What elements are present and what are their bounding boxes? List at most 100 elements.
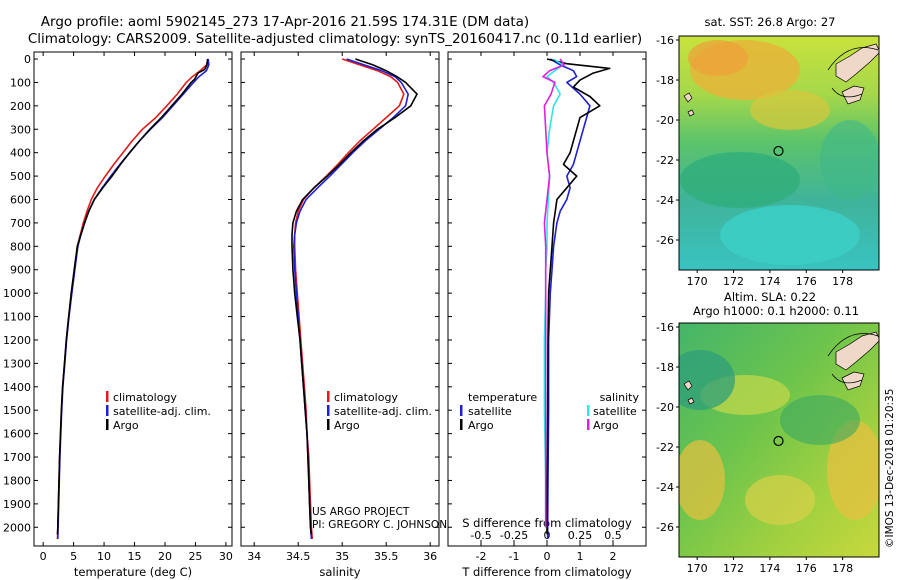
series-line-argo bbox=[291, 58, 418, 535]
y-tick-label: 1100 bbox=[3, 311, 31, 324]
x-tick-label: 20 bbox=[158, 550, 172, 563]
sst-cool-patch bbox=[680, 152, 800, 208]
y-tick-label: 0 bbox=[24, 53, 31, 66]
x-tick-label: -2 bbox=[476, 550, 487, 563]
x-tick-label: 30 bbox=[219, 550, 233, 563]
title-line1: Argo profile: aoml 5902145_273 17-Apr-20… bbox=[41, 14, 529, 30]
plot-frame bbox=[33, 51, 233, 547]
island-outline bbox=[687, 397, 695, 405]
legend-s-satellite: satellite bbox=[593, 405, 637, 418]
x-tick-label: 5 bbox=[70, 550, 77, 563]
y-tick-label: 600 bbox=[10, 193, 31, 206]
island-outline bbox=[835, 331, 879, 371]
legend-t-satellite: satellite bbox=[468, 405, 512, 418]
map-x-tick-label: 176 bbox=[796, 275, 817, 288]
y-tick-label: 1000 bbox=[3, 287, 31, 300]
map-y-tick-label: -20 bbox=[656, 401, 674, 414]
sla-low-patch bbox=[780, 395, 860, 445]
map-y-tick-label: -18 bbox=[656, 74, 674, 87]
y-tick-label: 800 bbox=[10, 240, 31, 253]
map-x-tick-label: 170 bbox=[687, 275, 708, 288]
credit-line2: PI: GREGORY C. JOHNSON bbox=[312, 519, 447, 531]
sst-argo-marker bbox=[773, 145, 784, 157]
x2-tick-label: 0.5 bbox=[604, 529, 622, 542]
y-tick-label: 400 bbox=[10, 147, 31, 160]
map-y-tick-label: -26 bbox=[656, 521, 674, 534]
island-outline bbox=[835, 43, 879, 83]
x2-tick-label: 0.25 bbox=[568, 529, 593, 542]
sla-high-patch bbox=[679, 440, 725, 520]
legend-t-argo: Argo bbox=[468, 419, 494, 432]
y-tick-label: 1600 bbox=[3, 428, 31, 441]
y-tick-label: 100 bbox=[10, 76, 31, 89]
legend-argo: Argo bbox=[113, 419, 139, 432]
y-tick-label: 2000 bbox=[3, 521, 31, 534]
x-axis-label: T difference from climatology bbox=[461, 565, 632, 579]
map-x-tick-label: 176 bbox=[796, 562, 817, 575]
legend-climatology: climatology bbox=[334, 391, 398, 404]
x-tick-label: 25 bbox=[188, 550, 202, 563]
map-x-tick-label: 178 bbox=[832, 562, 853, 575]
legend-climatology: climatology bbox=[113, 391, 177, 404]
map-y-tick-label: -24 bbox=[656, 481, 674, 494]
sst-cool-patch bbox=[820, 120, 879, 200]
legend-swatch-argo bbox=[106, 419, 109, 430]
legend-title-temperature: temperature bbox=[468, 391, 537, 404]
legend-swatch-t-argo bbox=[460, 419, 463, 430]
x-tick-label: 0 bbox=[40, 550, 47, 563]
legend-swatch-t-satellite bbox=[460, 405, 463, 416]
map-y-tick-label: -26 bbox=[656, 234, 674, 247]
x-tick-label: 34.5 bbox=[286, 550, 311, 563]
x-axis-label: temperature (deg C) bbox=[74, 565, 192, 579]
legend-argo: Argo bbox=[334, 419, 360, 432]
legend-title-salinity: salinity bbox=[600, 391, 640, 404]
series-line-s-argo bbox=[542, 58, 565, 528]
temperature-plot: 0100200300400500600700800900100011001200… bbox=[3, 51, 233, 579]
legend-swatch-climatology bbox=[327, 391, 330, 402]
sst-warm-patch bbox=[750, 90, 830, 130]
sla-map-subtitle: Argo h1000: 0.1 h2000: 0.11 bbox=[693, 304, 859, 318]
series-line-t-argo bbox=[546, 58, 611, 535]
y-tick-label: 1700 bbox=[3, 451, 31, 464]
difference-legend: temperature satellite Argo salinity sate… bbox=[460, 391, 639, 432]
sst-map-title: sat. SST: 26.8 Argo: 27 bbox=[705, 15, 836, 29]
x-tick-label: 35 bbox=[335, 550, 349, 563]
sla-low-patch bbox=[679, 350, 735, 410]
legend-swatch-argo bbox=[327, 419, 330, 430]
y-tick-label: 900 bbox=[10, 264, 31, 277]
sla-map: Altim. SLA: 0.22 Argo h1000: 0.1 h2000: … bbox=[656, 290, 880, 575]
salinity-plot: 34 34.5 35 35.5 36 salinity bbox=[240, 51, 440, 579]
sla-high-patch bbox=[827, 420, 879, 520]
imos-stamp: ©IMOS 13-Dec-2018 01:20:35 bbox=[884, 389, 896, 548]
x-tick-label: 1 bbox=[577, 550, 584, 563]
legend-swatch-climatology bbox=[106, 391, 109, 402]
map-x-tick-label: 174 bbox=[759, 562, 780, 575]
x-tick-label: 15 bbox=[128, 550, 142, 563]
legend-swatch-s-satellite bbox=[587, 405, 590, 416]
credit-line1: US ARGO PROJECT bbox=[312, 506, 410, 518]
x2-tick-label: -0.5 bbox=[470, 529, 491, 542]
series-line-argo bbox=[56, 58, 209, 535]
sla-argo-marker bbox=[773, 435, 784, 447]
map-x-tick-label: 172 bbox=[723, 275, 744, 288]
plot-frame bbox=[240, 51, 440, 547]
x-tick-label: -1 bbox=[509, 550, 520, 563]
y-tick-label: 500 bbox=[10, 170, 31, 183]
map-y-tick-label: -20 bbox=[656, 114, 674, 127]
x-tick-label: 35.5 bbox=[374, 550, 399, 563]
y-tick-label: 1200 bbox=[3, 334, 31, 347]
map-x-tick-label: 178 bbox=[832, 275, 853, 288]
x-tick-label: 34 bbox=[247, 550, 261, 563]
map-x-tick-label: 174 bbox=[759, 275, 780, 288]
sst-map: sat. SST: 26.8 Argo: 27 170 172 174 176 178 -… bbox=[656, 15, 880, 288]
sla-high-patch bbox=[745, 475, 815, 525]
island-outline bbox=[683, 380, 693, 391]
sla-map-title: Altim. SLA: 0.22 bbox=[724, 290, 816, 304]
y-tick-label: 1400 bbox=[3, 381, 31, 394]
temperature-legend: climatology satellite-adj. clim. Argo bbox=[106, 391, 211, 432]
legend-swatch-satellite bbox=[327, 405, 330, 416]
y-tick-label: 300 bbox=[10, 123, 31, 136]
y-tick-label: 1300 bbox=[3, 357, 31, 370]
